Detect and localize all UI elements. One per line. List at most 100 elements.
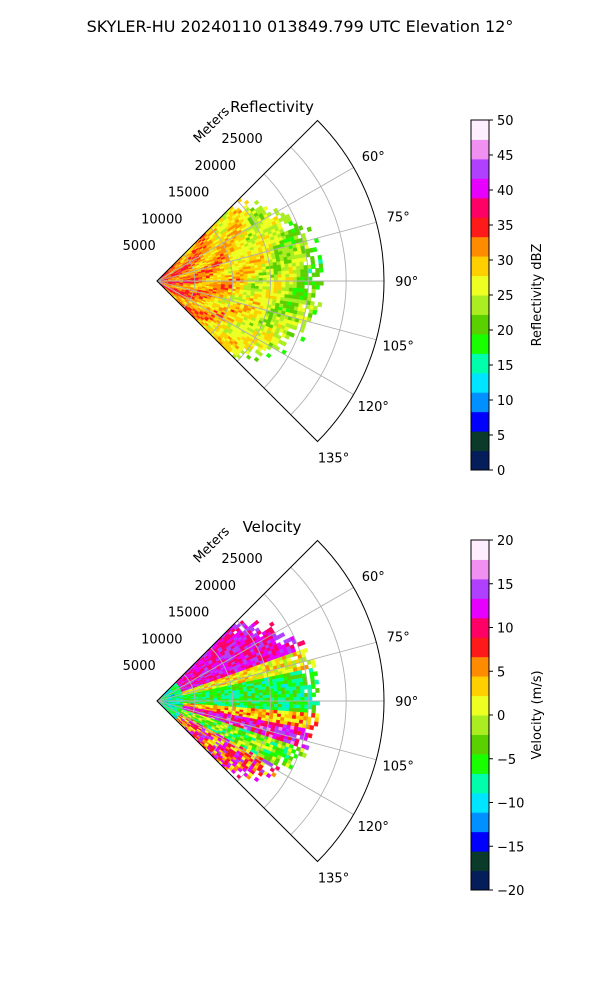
data-cell: [296, 280, 302, 286]
data-cell: [288, 690, 294, 695]
data-cell: [308, 700, 313, 706]
panel-title: Reflectivity: [230, 98, 314, 116]
data-cell: [300, 284, 305, 289]
data-cell: [300, 276, 305, 282]
data-cell: [288, 284, 294, 289]
colorbar-swatch: [471, 450, 489, 471]
data-cell: [269, 706, 275, 711]
colorbar-swatch: [471, 812, 489, 833]
colorbar-swatch: [471, 431, 489, 452]
data-cell: [228, 696, 233, 700]
colorbar-swatch: [471, 598, 489, 619]
data-cell: [224, 276, 230, 280]
colorbar-tick-label: 5: [497, 665, 505, 680]
colorbar-swatch: [471, 695, 489, 716]
data-cell: [288, 711, 294, 716]
data-cell: [304, 280, 309, 286]
data-cell: [315, 267, 320, 273]
data-cell: [299, 261, 304, 267]
data-cell: [312, 305, 318, 311]
radial-tick-label: 10000: [141, 212, 182, 227]
sector-outline: [156, 539, 385, 863]
data-cell: [281, 697, 286, 702]
data-cell: [293, 700, 298, 705]
radial-tick-label: 25000: [221, 552, 262, 567]
data-cell: [311, 264, 316, 270]
colorbar-swatch: [471, 540, 489, 560]
data-cell: [299, 292, 305, 297]
data-cell: [276, 264, 282, 269]
data-cell: [295, 265, 301, 271]
data-cell: [253, 356, 260, 363]
colorbar-swatch: [471, 275, 489, 296]
data-cell: [273, 283, 279, 288]
colorbar-swatch: [471, 773, 489, 794]
data-cell: [254, 272, 260, 277]
data-cell: [288, 686, 294, 691]
colorbar-swatch: [471, 617, 489, 638]
data-cell: [269, 691, 275, 696]
data-cell: [281, 270, 286, 275]
data-cell: [293, 277, 298, 282]
data-cell: [284, 263, 289, 268]
colorbar-swatch: [471, 333, 489, 354]
data-cell: [285, 693, 290, 698]
reflectivity-panel: Reflectivity500010000150002000025000Mete…: [123, 98, 545, 479]
data-cell: [232, 276, 237, 280]
data-cell: [281, 707, 286, 712]
azimuth-spoke: [156, 641, 377, 702]
data-cell: [277, 687, 282, 692]
data-cell: [258, 692, 264, 696]
data-cell: [285, 277, 290, 282]
data-cell: [243, 695, 249, 699]
data-cell: [288, 704, 294, 709]
data-cell: [243, 703, 249, 707]
data-cell: [273, 277, 279, 282]
data-cell: [308, 276, 313, 282]
angle-tick-label: 75°: [387, 630, 410, 645]
data-cell: [236, 696, 241, 700]
data-cell: [281, 284, 286, 288]
colorbar-swatch: [471, 578, 489, 599]
data-cell: [300, 269, 305, 274]
data-cell: [300, 288, 305, 293]
data-cell: [269, 286, 275, 291]
data-cell: [262, 703, 267, 707]
data-cell: [309, 675, 315, 682]
azimuth-spoke: [156, 221, 377, 282]
data-cell: [266, 280, 271, 285]
data-cell: [296, 288, 301, 293]
data-cell: [304, 276, 309, 282]
data-cell: [311, 712, 316, 718]
data-cell: [281, 704, 286, 708]
figure-title: SKYLER-HU 20240110 013849.799 UTC Elevat…: [87, 17, 514, 36]
data-cell: [289, 697, 294, 702]
data-cell: [314, 717, 320, 723]
data-cell: [257, 771, 264, 777]
data-cell: [296, 273, 301, 278]
colorbar-tick-label: 10: [497, 622, 514, 637]
data-cell: [258, 269, 263, 274]
data-cell: [304, 744, 310, 751]
data-cell: [292, 325, 298, 331]
data-cell: [230, 769, 236, 775]
data-cell: [300, 708, 305, 713]
data-cell: [270, 771, 277, 778]
azimuth-spoke: [156, 280, 354, 395]
data-cell: [251, 703, 256, 707]
data-cell: [258, 272, 264, 276]
data-cell: [262, 269, 267, 273]
data-cell: [273, 697, 279, 702]
colorbar-swatch: [471, 411, 489, 432]
data-cell: [280, 683, 286, 689]
data-cell: [296, 693, 301, 698]
data-cell: [292, 704, 298, 709]
panel-title: Velocity: [243, 518, 302, 536]
data-cell: [285, 704, 290, 709]
data-cell: [311, 280, 317, 286]
data-cell: [277, 697, 282, 702]
data-cell: [281, 274, 286, 278]
data-cell: [251, 275, 256, 279]
data-cell: [247, 273, 252, 277]
sector-outline: [156, 119, 385, 443]
